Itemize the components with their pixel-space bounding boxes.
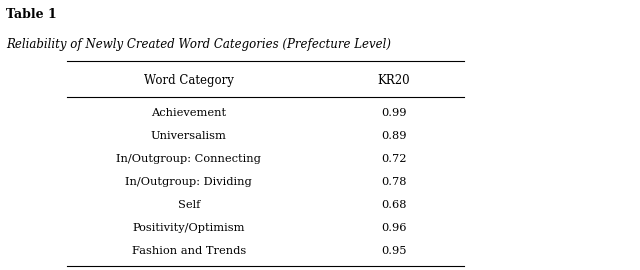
Text: In/Outgroup: Connecting: In/Outgroup: Connecting [116, 154, 261, 164]
Text: Universalism: Universalism [151, 131, 227, 141]
Text: Positivity/Optimism: Positivity/Optimism [132, 223, 245, 233]
Text: Self: Self [178, 200, 200, 210]
Text: Fashion and Trends: Fashion and Trends [132, 246, 246, 256]
Text: KR20: KR20 [378, 75, 410, 87]
Text: 0.99: 0.99 [381, 108, 406, 119]
Text: 0.78: 0.78 [381, 177, 406, 187]
Text: 0.95: 0.95 [381, 246, 406, 256]
Text: 0.68: 0.68 [381, 200, 406, 210]
Text: Table 1: Table 1 [6, 8, 57, 21]
Text: Achievement: Achievement [151, 108, 227, 119]
Text: 0.89: 0.89 [381, 131, 406, 141]
Text: Reliability of Newly Created Word Categories (Prefecture Level): Reliability of Newly Created Word Catego… [6, 38, 392, 51]
Text: In/Outgroup: Dividing: In/Outgroup: Dividing [125, 177, 252, 187]
Text: Word Category: Word Category [144, 75, 234, 87]
Text: 0.72: 0.72 [381, 154, 406, 164]
Text: 0.96: 0.96 [381, 223, 406, 233]
